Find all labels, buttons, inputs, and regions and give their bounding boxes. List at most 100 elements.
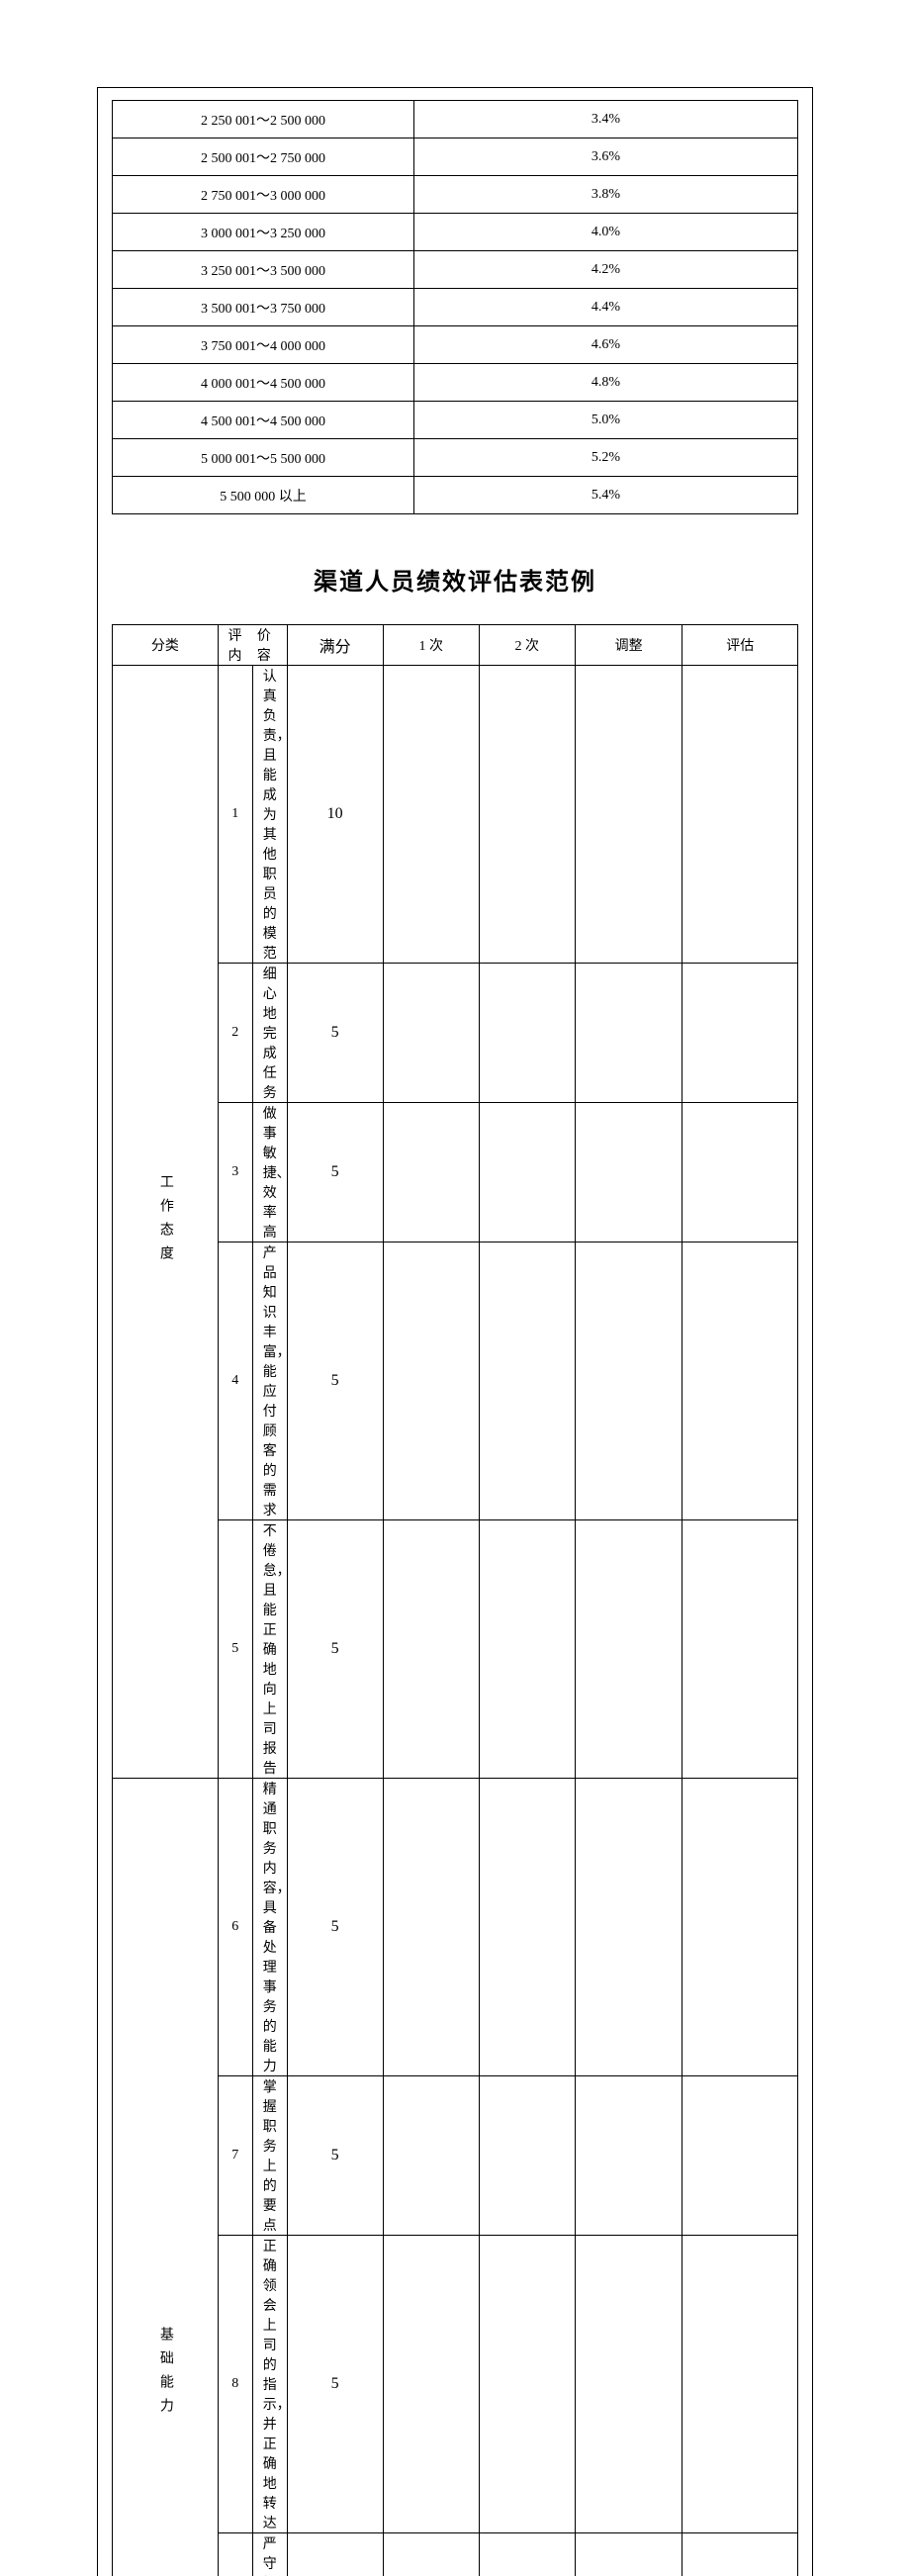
range-cell: 2 500 001～2 750 000 <box>113 138 414 176</box>
item-desc: 严守报告、联络、协商的规则 <box>252 2533 287 2576</box>
table-row: 5 500 000 以上5.4% <box>113 477 798 514</box>
blank-cell <box>575 1520 682 1779</box>
item-desc: 细心地完成任务 <box>252 964 287 1103</box>
range-cell: 3 750 001～4 000 000 <box>113 326 414 364</box>
blank-cell <box>682 666 798 964</box>
th-first: 1 次 <box>383 625 479 666</box>
item-num: 2 <box>218 964 252 1103</box>
pct-cell: 5.4% <box>413 477 797 514</box>
th-eval: 评估 <box>682 625 798 666</box>
blank-cell <box>575 2076 682 2236</box>
item-score: 5 <box>287 2236 383 2533</box>
item-desc: 精通职务内容，具备处理事务的能力 <box>252 1779 287 2076</box>
pct-cell: 3.8% <box>413 176 797 214</box>
blank-cell <box>383 1242 479 1520</box>
table-row: 2 250 001～2 500 0003.4% <box>113 101 798 138</box>
blank-cell <box>383 1103 479 1242</box>
document-page: 2 250 001～2 500 0003.4% 2 500 001～2 750 … <box>0 0 910 2576</box>
table-row: 3 000 001～3 250 0004.0% <box>113 214 798 251</box>
section-heading: 渠道人员绩效评估表范例 <box>112 562 798 597</box>
blank-cell <box>682 964 798 1103</box>
blank-cell <box>575 1242 682 1520</box>
range-cell: 3 250 001～3 500 000 <box>113 251 414 289</box>
category-label: 工作态度 <box>113 666 219 1779</box>
blank-cell <box>575 1779 682 2076</box>
item-score: 10 <box>287 666 383 964</box>
item-num: 6 <box>218 1779 252 2076</box>
table-row: 4 000 001～4 500 0004.8% <box>113 364 798 402</box>
table-row: 3 750 001～4 000 0004.6% <box>113 326 798 364</box>
pct-cell: 4.0% <box>413 214 797 251</box>
blank-cell <box>682 2533 798 2576</box>
th-adjust: 调整 <box>575 625 682 666</box>
item-score: 5 <box>287 1520 383 1779</box>
range-cell: 4 500 001～4 500 000 <box>113 402 414 439</box>
item-score: 5 <box>287 964 383 1103</box>
table-row: 4 500 001～4 500 0005.0% <box>113 402 798 439</box>
th-content: 评 价 内 容 <box>218 625 287 666</box>
blank-cell <box>383 1779 479 2076</box>
blank-cell <box>575 964 682 1103</box>
item-num: 8 <box>218 2236 252 2533</box>
item-desc: 正确领会上司的指示，并正确地转达 <box>252 2236 287 2533</box>
blank-cell <box>383 1520 479 1779</box>
item-desc: 认真负责，且能成为其他职员的模范 <box>252 666 287 964</box>
item-score: 5 <box>287 2076 383 2236</box>
blank-cell <box>383 2236 479 2533</box>
pct-cell: 3.6% <box>413 138 797 176</box>
blank-cell <box>575 1103 682 1242</box>
item-num: 3 <box>218 1103 252 1242</box>
blank-cell <box>479 2236 575 2533</box>
pct-cell: 5.0% <box>413 402 797 439</box>
range-cell: 3 000 001～3 250 000 <box>113 214 414 251</box>
blank-cell <box>682 1242 798 1520</box>
blank-cell <box>682 2076 798 2236</box>
blank-cell <box>682 2236 798 2533</box>
range-cell: 2 750 001～3 000 000 <box>113 176 414 214</box>
table-row: 3 500 001～3 750 0004.4% <box>113 289 798 326</box>
blank-cell <box>479 964 575 1103</box>
item-desc: 掌握职务上的要点 <box>252 2076 287 2236</box>
pct-cell: 4.6% <box>413 326 797 364</box>
range-cell: 4 000 001～4 500 000 <box>113 364 414 402</box>
pct-cell: 4.4% <box>413 289 797 326</box>
item-num: 9 <box>218 2533 252 2576</box>
range-cell: 5 000 001～5 500 000 <box>113 439 414 477</box>
item-num: 7 <box>218 2076 252 2236</box>
pct-cell: 3.4% <box>413 101 797 138</box>
blank-cell <box>479 2076 575 2236</box>
th-category: 分类 <box>113 625 219 666</box>
range-cell: 3 500 001～3 750 000 <box>113 289 414 326</box>
blank-cell <box>479 666 575 964</box>
blank-cell <box>479 1520 575 1779</box>
blank-cell <box>682 1520 798 1779</box>
table-row: 2 500 001～2 750 0003.6% <box>113 138 798 176</box>
table-row: 基础能力 6精通职务内容，具备处理事务的能力5 <box>113 1779 798 2076</box>
blank-cell <box>575 2533 682 2576</box>
item-desc: 不倦怠，且能正确地向上司报告 <box>252 1520 287 1779</box>
range-cell: 5 500 000 以上 <box>113 477 414 514</box>
commission-table: 2 250 001～2 500 0003.4% 2 500 001～2 750 … <box>112 100 798 514</box>
page-frame: 2 250 001～2 500 0003.4% 2 500 001～2 750 … <box>97 87 813 2576</box>
table-row: 工作态度 1 认真负责，且能成为其他职员的模范 10 <box>113 666 798 964</box>
category-label: 基础能力 <box>113 1779 219 2576</box>
item-num: 1 <box>218 666 252 964</box>
item-score: 5 <box>287 1242 383 1520</box>
blank-cell <box>479 1103 575 1242</box>
pct-cell: 5.2% <box>413 439 797 477</box>
item-score: 5 <box>287 1103 383 1242</box>
item-score: 5 <box>287 1779 383 2076</box>
pct-cell: 4.8% <box>413 364 797 402</box>
table-row: 5 000 001～5 500 0005.2% <box>113 439 798 477</box>
blank-cell <box>479 1242 575 1520</box>
blank-cell <box>575 2236 682 2533</box>
blank-cell <box>383 2076 479 2236</box>
blank-cell <box>383 666 479 964</box>
th-fullscore: 满分 <box>287 625 383 666</box>
range-cell: 2 250 001～2 500 000 <box>113 101 414 138</box>
blank-cell <box>479 2533 575 2576</box>
blank-cell <box>682 1103 798 1242</box>
table-row: 3 250 001～3 500 0004.2% <box>113 251 798 289</box>
blank-cell <box>682 1779 798 2076</box>
item-desc: 产品知识丰富，能应付顾客的需求 <box>252 1242 287 1520</box>
